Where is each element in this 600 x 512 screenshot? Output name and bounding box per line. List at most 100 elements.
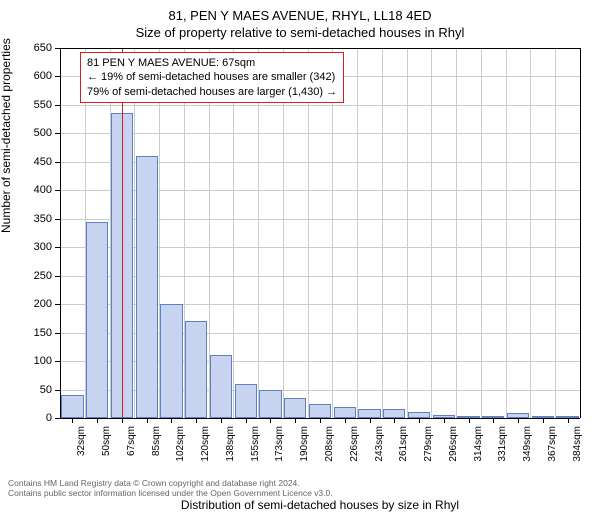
bar: [210, 355, 232, 418]
grid-line-v: [308, 48, 309, 418]
bar: [185, 321, 207, 418]
y-tick-label: 400: [34, 184, 52, 196]
y-tick-label: 350: [34, 213, 52, 225]
x-tick-mark: [122, 418, 123, 423]
y-tick-label: 0: [46, 412, 52, 424]
x-tick-label: 138sqm: [225, 426, 236, 462]
info-line-1: 81 PEN Y MAES AVENUE: 67sqm: [87, 56, 337, 70]
x-tick-mark: [518, 418, 519, 423]
grid-line-v: [555, 48, 556, 418]
info-line-3: 79% of semi-detached houses are larger (…: [87, 85, 337, 99]
info-line-2: ← 19% of semi-detached houses are smalle…: [87, 70, 337, 84]
grid-line-v: [258, 48, 259, 418]
y-tick-mark: [55, 105, 60, 106]
x-tick-label: 261sqm: [398, 426, 409, 462]
x-tick-mark: [147, 418, 148, 423]
x-tick-mark: [568, 418, 569, 423]
bar: [61, 395, 83, 418]
x-tick-mark: [493, 418, 494, 423]
x-tick-mark: [419, 418, 420, 423]
x-tick-label: 243sqm: [374, 426, 385, 462]
grid-line-v: [357, 48, 358, 418]
y-tick-mark: [55, 190, 60, 191]
x-tick-mark: [171, 418, 172, 423]
x-axis: Distribution of semi-detached houses by …: [60, 418, 580, 468]
bar: [86, 222, 108, 418]
grid-line-v: [530, 48, 531, 418]
bar: [383, 409, 405, 418]
y-tick-label: 150: [34, 327, 52, 339]
x-tick-mark: [320, 418, 321, 423]
grid-line-v: [332, 48, 333, 418]
grid-line-v: [456, 48, 457, 418]
x-tick-label: 331sqm: [497, 426, 508, 462]
y-tick-label: 600: [34, 70, 52, 82]
axis-line-right: [580, 48, 581, 418]
x-tick-mark: [394, 418, 395, 423]
x-tick-label: 67sqm: [126, 426, 137, 456]
footer-line-1: Contains HM Land Registry data © Crown c…: [8, 478, 333, 488]
x-tick-label: 190sqm: [299, 426, 310, 462]
grid-line-v: [382, 48, 383, 418]
x-tick-label: 32sqm: [76, 426, 87, 456]
axis-line-top: [60, 48, 580, 49]
bar: [284, 398, 306, 418]
x-tick-label: 173sqm: [274, 426, 285, 462]
bar: [358, 409, 380, 418]
grid-line-h: [60, 133, 580, 134]
x-tick-mark: [270, 418, 271, 423]
y-tick-mark: [55, 76, 60, 77]
x-tick-label: 279sqm: [423, 426, 434, 462]
x-tick-mark: [295, 418, 296, 423]
grid-line-v: [407, 48, 408, 418]
bar: [334, 407, 356, 418]
x-tick-mark: [72, 418, 73, 423]
x-axis-label: Distribution of semi-detached houses by …: [181, 498, 459, 512]
y-tick-mark: [55, 48, 60, 49]
y-tick-label: 450: [34, 156, 52, 168]
y-tick-mark: [55, 276, 60, 277]
y-tick-mark: [55, 219, 60, 220]
chart-container: 81, PEN Y MAES AVENUE, RHYL, LL18 4ED Si…: [0, 0, 600, 500]
x-tick-mark: [97, 418, 98, 423]
y-axis-label: Number of semi-detached properties: [0, 38, 13, 233]
y-tick-label: 550: [34, 99, 52, 111]
x-tick-mark: [543, 418, 544, 423]
x-tick-label: 208sqm: [324, 426, 335, 462]
y-tick-label: 650: [34, 42, 52, 54]
footer-line-2: Contains public sector information licen…: [8, 488, 333, 498]
y-tick-mark: [55, 390, 60, 391]
grid-line-h: [60, 105, 580, 106]
x-tick-label: 349sqm: [522, 426, 533, 462]
bar: [160, 304, 182, 418]
y-tick-mark: [55, 133, 60, 134]
x-tick-label: 296sqm: [448, 426, 459, 462]
plot-area: [60, 48, 580, 418]
marker-line: [122, 48, 123, 418]
y-tick-mark: [55, 361, 60, 362]
y-tick-label: 100: [34, 355, 52, 367]
y-tick-mark: [55, 247, 60, 248]
y-axis: Number of semi-detached properties 05010…: [0, 48, 60, 418]
grid-line-v: [431, 48, 432, 418]
y-tick-label: 300: [34, 241, 52, 253]
x-tick-label: 85sqm: [151, 426, 162, 456]
x-tick-label: 226sqm: [349, 426, 360, 462]
x-tick-mark: [345, 418, 346, 423]
grid-line-v: [481, 48, 482, 418]
chart-title-main: 81, PEN Y MAES AVENUE, RHYL, LL18 4ED: [0, 0, 600, 23]
x-tick-mark: [444, 418, 445, 423]
footer: Contains HM Land Registry data © Crown c…: [8, 478, 333, 498]
x-tick-label: 314sqm: [473, 426, 484, 462]
x-tick-label: 384sqm: [572, 426, 583, 462]
chart-title-sub: Size of property relative to semi-detach…: [0, 23, 600, 40]
y-tick-mark: [55, 333, 60, 334]
y-tick-label: 200: [34, 298, 52, 310]
x-tick-label: 120sqm: [200, 426, 211, 462]
x-tick-mark: [469, 418, 470, 423]
bar: [259, 390, 281, 418]
grid-line-v: [233, 48, 234, 418]
y-tick-label: 50: [40, 384, 52, 396]
x-tick-label: 50sqm: [101, 426, 112, 456]
x-tick-mark: [196, 418, 197, 423]
